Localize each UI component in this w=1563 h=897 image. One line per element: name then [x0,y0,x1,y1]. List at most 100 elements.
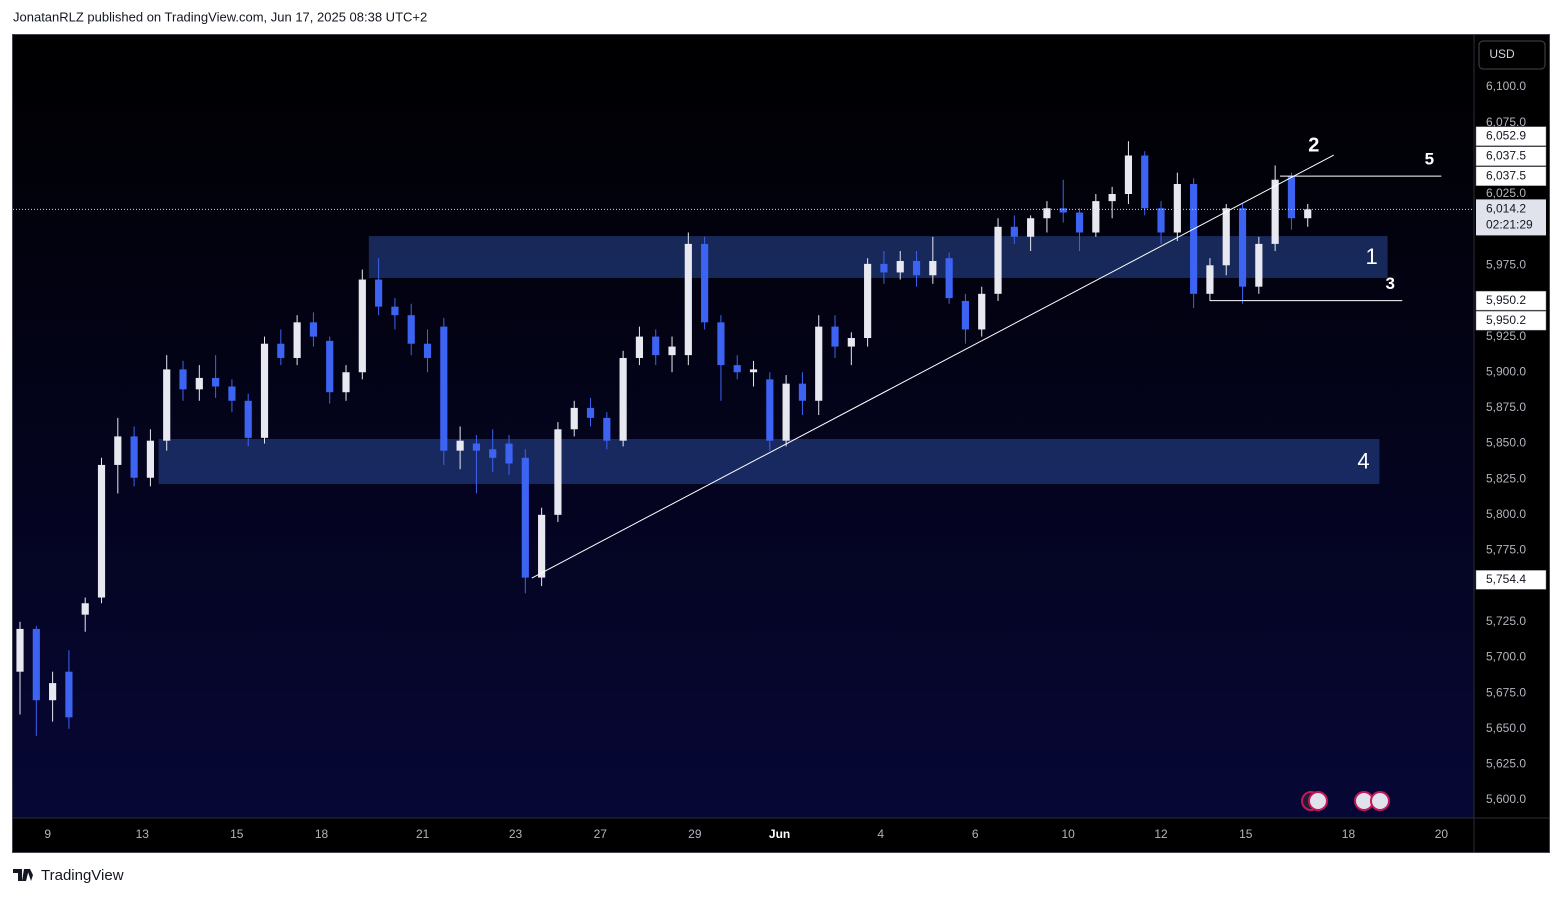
candle-body [32,628,40,701]
candle-body [766,379,774,441]
axes: 6,100.0 6,075.0 6,025.0 5,975.0 5,925.0 5,900… [44,79,1547,841]
candle-body [1255,243,1263,287]
zone [368,236,1388,278]
candle-body [195,377,203,390]
candle-body [717,322,725,366]
candle-body [1173,184,1181,233]
x-tick-label: 18 [1342,827,1356,841]
price-label: 5,950.2 [1486,293,1526,307]
candle-body [260,343,269,438]
candle-body [1043,208,1051,219]
candle-body [293,322,301,358]
candle-body [81,603,89,615]
y-tick-label: 6,025.0 [1486,186,1526,200]
price-label-box [1475,310,1547,331]
event-icon[interactable] [1370,791,1390,811]
candle-body [1027,218,1035,237]
candle-body [212,377,220,387]
candle-body [505,443,513,464]
price-label-box [1475,570,1547,590]
candle-body [554,429,562,515]
zone-label: 4 [1357,448,1369,473]
last-price-box [1476,199,1546,236]
x-tick-label: 12 [1154,827,1168,841]
candle-body [1059,208,1067,213]
price-label: 5,950.2 [1486,313,1526,327]
candle-body [407,315,415,344]
candle-body [391,306,399,316]
candle-body [994,226,1002,294]
candle-body [1157,208,1165,233]
candle-body [309,322,318,337]
zone-label: 1 [1365,244,1377,269]
candle-body [440,326,448,451]
candle-body [1010,226,1018,237]
y-tick-label: 5,675.0 [1486,685,1526,699]
candle-body [179,369,187,390]
x-tick-label: 21 [416,827,430,841]
candle-body [635,336,644,358]
candle-body [652,336,660,356]
candle-body [815,326,823,401]
candle-body [1092,201,1100,233]
candle-body [782,383,790,441]
x-tick-label: 15 [230,827,244,841]
trendline [531,154,1335,579]
candle-body [570,407,578,430]
x-tick-label: 15 [1239,827,1253,841]
candle-body [423,343,432,358]
candle-body [684,243,692,356]
candle-body [831,326,839,347]
candle-body [929,261,937,276]
brand-icon [13,869,33,881]
candle-body [130,436,138,478]
price-label: 5,754.4 [1486,572,1526,586]
x-tick-label: 18 [315,827,329,841]
candle-body [603,417,611,441]
candle-body [375,279,383,307]
candle-body [733,365,741,373]
candle-body [1304,209,1312,219]
candle-body [326,340,334,393]
event-icon[interactable] [1308,791,1328,811]
x-tick-label: 6 [972,827,979,841]
candle-body [1075,212,1084,233]
candle-body [1124,155,1133,194]
price-label: 6,037.5 [1486,168,1526,182]
x-tick-label: 29 [688,827,702,841]
candle-body [163,369,171,441]
y-tick-label: 6,075.0 [1486,115,1526,129]
x-tick-label: 10 [1061,827,1075,841]
candle-body [847,338,855,347]
candle-body [1271,179,1279,244]
candle-body [16,628,24,672]
brand-logo[interactable]: TradingView [13,867,124,884]
candle-body [49,683,57,701]
y-tick-label: 5,900.0 [1486,364,1526,378]
candle-body [798,383,807,401]
x-tick-label: Jun [769,827,790,841]
countdown-label: 02:21:29 [1486,218,1533,232]
y-tick-label: 5,800.0 [1486,507,1526,521]
plot: 1 4 2 5 3 [13,134,1474,736]
candle-body [97,464,106,598]
currency-box[interactable] [1478,40,1546,70]
price-label-box [1475,290,1547,311]
candle-body [896,261,904,273]
candle-body [277,343,285,358]
candle-body [978,293,986,330]
level-label: 3 [1386,274,1395,293]
candle-body [1206,265,1214,294]
x-tick-label: 4 [877,827,884,841]
event-icons[interactable] [1301,791,1390,811]
y-tick-label: 6,100.0 [1486,79,1526,93]
y-tick-label: 5,650.0 [1486,721,1526,735]
candle-body [1108,193,1116,202]
y-tick-label: 5,975.0 [1486,257,1526,271]
time-axis-panel [13,818,1474,852]
candle-body [1190,184,1198,294]
candle-body [65,671,73,718]
y-tick-label: 5,775.0 [1486,543,1526,557]
price-label: 6,037.5 [1486,148,1526,162]
